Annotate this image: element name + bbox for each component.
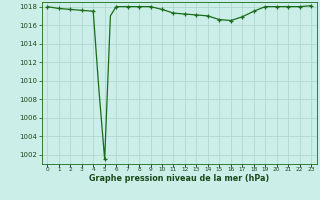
X-axis label: Graphe pression niveau de la mer (hPa): Graphe pression niveau de la mer (hPa): [89, 174, 269, 183]
